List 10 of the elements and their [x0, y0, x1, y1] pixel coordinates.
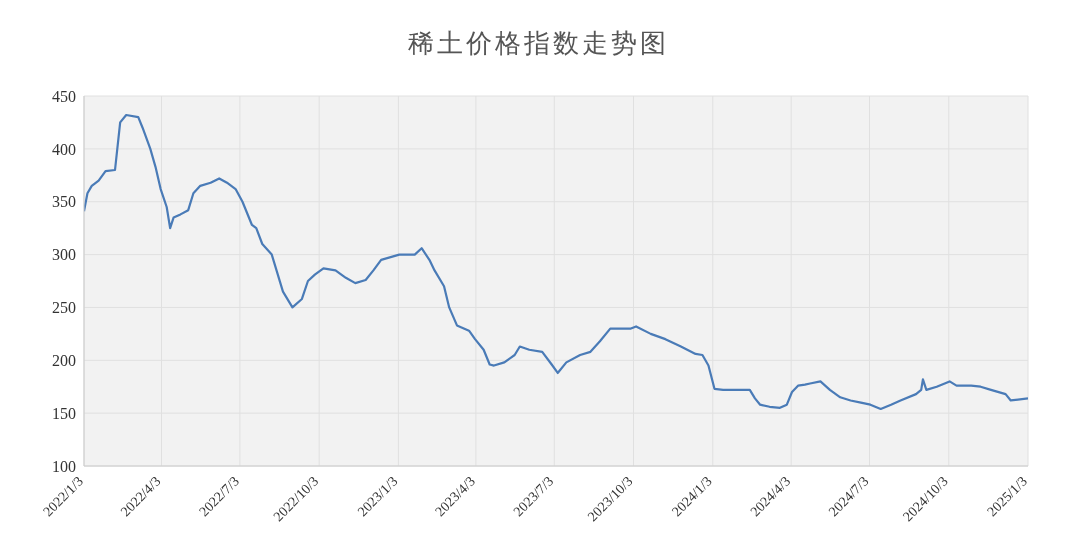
- y-tick-label: 250: [52, 299, 76, 317]
- y-tick-label: 300: [52, 246, 76, 264]
- y-tick-label: 400: [52, 140, 76, 158]
- y-tick-label: 350: [52, 193, 76, 211]
- y-tick-label: 200: [52, 351, 76, 369]
- y-tick-label: 100: [52, 457, 76, 475]
- chart-title: 稀土价格指数走势图: [406, 28, 670, 60]
- line-series: [84, 113, 1028, 411]
- y-tick-label: 450: [52, 87, 76, 105]
- y-tick-label: 150: [52, 404, 76, 422]
